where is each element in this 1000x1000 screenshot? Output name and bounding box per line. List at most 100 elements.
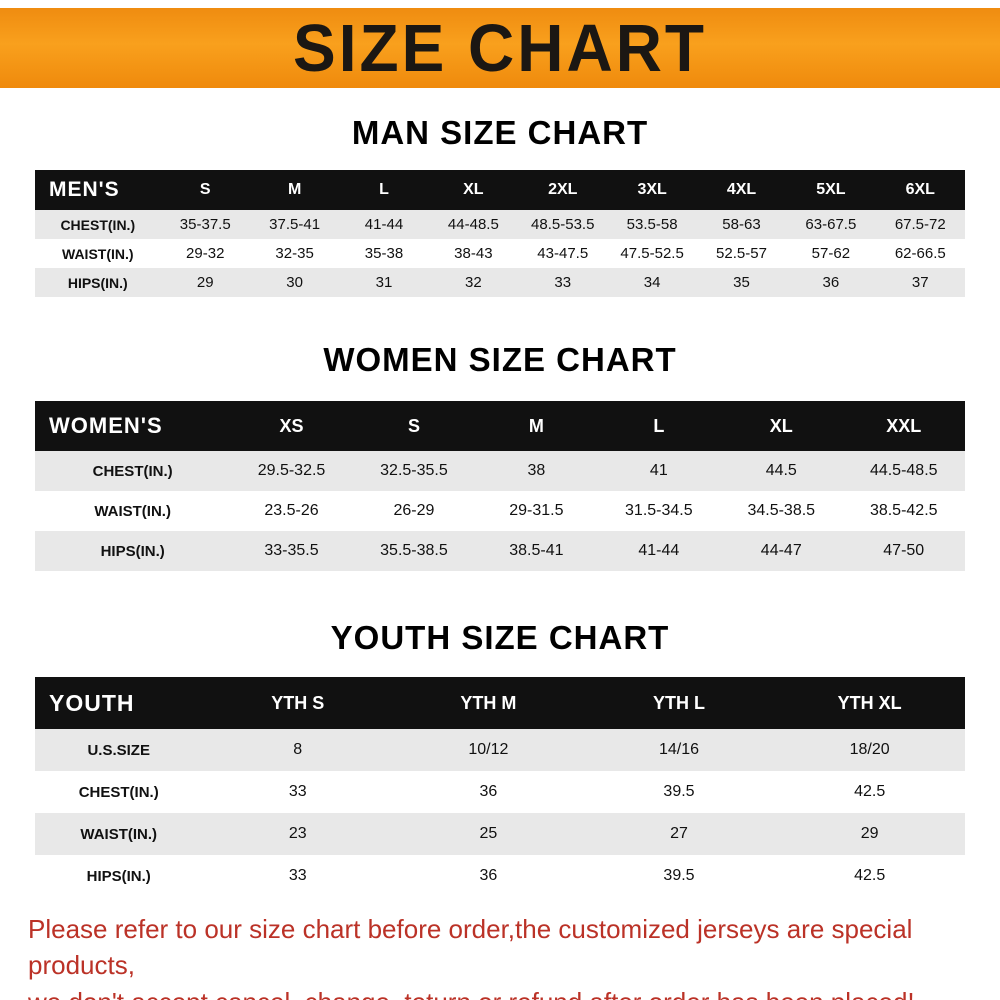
data-cell: 29.5-32.5 [257,462,326,479]
data-cell: 18/20 [849,741,890,758]
table-row: U.S.SIZE 8 10/12 14/16 18/20 [35,729,965,771]
header-cell: 5XL [786,170,876,210]
data-cell: 10/12 [468,741,509,758]
youth-size-table-container: YOUTH YTH S YTH M YTH L YTH XL U.S.SIZE 8 10/12… [35,677,965,897]
row-label: CHEST(IN.) [78,783,159,801]
data-cell: 32 [465,274,482,291]
data-cell: 47.5-52.5 [620,245,684,262]
data-cell: 39.5 [663,867,695,884]
data-cell: 33 [554,274,572,291]
table-row: HIPS(IN.) 33-35.5 35.5-38.5 38.5-41 41-44 44-… [35,531,965,571]
data-cell: 14/16 [658,741,700,758]
data-cell: 36 [479,783,498,800]
size-table: MEN'S S M L XL 2XL 3XL 4XL 5XL 6XL CHEST(IN.) 35-37… [35,170,965,297]
data-cell: 25 [479,825,498,842]
row-label: HIPS(IN.) [67,274,128,291]
header-cell: XXL [842,401,965,451]
table-row: WAIST(IN.) 23 25 27 29 [35,813,965,855]
data-cell: 29-31.5 [509,502,564,519]
data-cell: 33-35.5 [264,542,319,559]
table-row: HIPS(IN.) 29 30 31 32 33 34 35 36 37 [35,268,965,297]
data-cell: 31 [375,274,393,291]
data-cell: 36 [479,867,498,884]
data-cell: 32.5-35.5 [380,462,448,479]
data-cell: 33 [288,867,307,884]
header-cell: XL [428,170,519,210]
table-row: CHEST(IN.) 35-37.5 37.5-41 41-44 44-48.5 48.5… [35,210,965,239]
data-cell: 44-47 [760,542,802,559]
footer-line-2: we don't accept cancel, change, teturn o… [28,984,972,1000]
data-cell: 23 [288,825,307,842]
header-cell: YOUTH [35,677,203,729]
row-label: WAIST(IN.) [80,825,158,843]
header-cell: M [249,170,340,210]
header-cell: 2XL [518,170,608,210]
table-row: CHEST(IN.) 33 36 39.5 42.5 [35,771,965,813]
data-cell: 67.5-72 [894,216,946,233]
women-section-heading: WOMEN SIZE CHART [323,341,677,378]
data-cell: 8 [293,741,303,758]
data-cell: 62-66.5 [894,245,946,262]
data-cell: 53.5-58 [626,216,678,233]
size-table: YOUTH YTH S YTH M YTH L YTH XL U.S.SIZE 8 10/12… [35,677,965,897]
data-cell: 44.5-48.5 [869,462,938,479]
data-cell: 29 [860,825,879,842]
header-cell: L [339,170,429,210]
header-cell: 3XL [607,170,697,210]
data-cell: 29-32 [186,245,225,262]
row-label: HIPS(IN.) [100,542,165,560]
banner-title: SIZE CHART [293,10,707,86]
data-cell: 63-67.5 [805,216,857,233]
women-size-table-container: WOMEN'S XS S M L XL XXL CHEST(IN.) 29.5-32.5 32.5… [35,401,965,571]
header-cell: 4XL [696,170,787,210]
data-cell: 38.5-42.5 [869,502,938,519]
header-cell: MEN'S [35,170,161,210]
data-cell: 35-37.5 [179,216,231,233]
data-cell: 27 [670,825,688,842]
data-cell: 42.5 [854,867,886,884]
men-section-heading: MAN SIZE CHART [351,114,649,151]
table-row: WAIST(IN.) 29-32 32-35 35-38 38-43 43-47.5 47.… [35,239,965,268]
data-cell: 32-35 [275,245,314,262]
row-label: WAIST(IN.) [94,502,171,520]
header-cell: YTH L [583,677,775,729]
footer-disclaimer: Please refer to our size chart before or… [28,911,972,1000]
data-cell: 42.5 [854,783,886,800]
banner: SIZE CHART [0,8,1000,88]
data-cell: 36 [822,274,840,291]
men-size-table-container: MEN'S S M L XL 2XL 3XL 4XL 5XL 6XL CHEST(IN.) 35-37… [35,170,965,297]
header-cell: 6XL [875,170,965,210]
data-cell: 38 [527,462,546,479]
header-cell: WOMEN'S [35,401,231,451]
data-cell: 29 [196,274,214,291]
header-cell: YTH XL [774,677,965,729]
header-cell: YTH M [393,677,584,729]
size-table: WOMEN'S XS S M L XL XXL CHEST(IN.) 29.5-32.5 32.5… [35,401,965,571]
header-cell: S [160,170,250,210]
data-cell: 44.5 [765,462,797,479]
data-cell: 43-47.5 [537,245,589,262]
data-cell: 47-50 [883,542,925,559]
data-cell: 41-44 [638,542,680,559]
header-cell: L [597,401,721,451]
data-cell: 34.5-38.5 [747,502,816,519]
data-cell: 58-63 [722,216,761,233]
header-cell: S [352,401,476,451]
row-label: CHEST(IN.) [92,462,173,480]
table-row: WAIST(IN.) 23.5-26 26-29 29-31.5 31.5-34.5 34… [35,491,965,531]
data-cell: 35.5-38.5 [380,542,448,559]
table-row: HIPS(IN.) 33 36 39.5 42.5 [35,855,965,897]
row-label: WAIST(IN.) [62,245,134,262]
header-cell: XL [720,401,843,451]
data-cell: 38-43 [454,245,493,262]
header-cell: XS [230,401,353,451]
data-cell: 35 [733,274,750,291]
data-cell: 23.5-26 [264,502,319,519]
data-cell: 41 [649,462,668,479]
header-cell: M [475,401,598,451]
data-cell: 44-48.5 [447,216,499,233]
row-label: HIPS(IN.) [86,867,151,885]
youth-section-heading: YOUTH SIZE CHART [330,619,670,656]
data-cell: 33 [288,783,307,800]
